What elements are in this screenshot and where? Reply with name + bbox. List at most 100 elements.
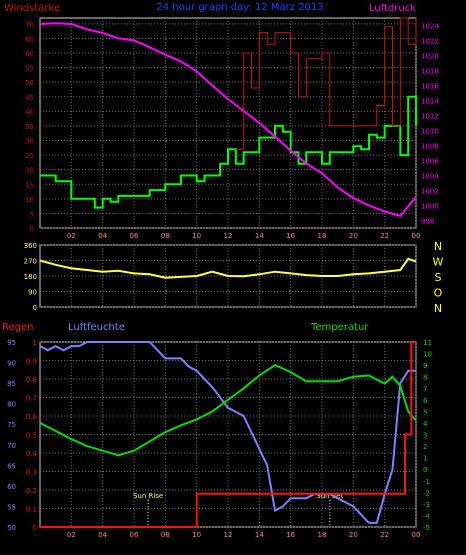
pressure-line bbox=[39, 22, 417, 218]
y-tick-humidity: 75 bbox=[7, 421, 16, 429]
y-tick-humidity: 85 bbox=[7, 380, 16, 388]
x-tick-label: 08 bbox=[161, 531, 170, 539]
y-tick-windstaerke: 40 bbox=[25, 108, 34, 116]
y-tick-temperature: -5 bbox=[423, 524, 430, 532]
x-tick-label: 02 bbox=[67, 232, 76, 240]
y-tick-luftdruck: 1018 bbox=[421, 68, 439, 76]
y-tick-rain: 0.1 bbox=[26, 506, 37, 514]
y-tick-rain: 0.7 bbox=[26, 395, 37, 403]
y-tick-temperature: 9 bbox=[423, 362, 427, 370]
y-tick-direction: 360 bbox=[24, 242, 37, 250]
y-tick-windstaerke: 65 bbox=[25, 35, 34, 43]
compass-letter: N bbox=[434, 240, 442, 253]
x-tick-label: 18 bbox=[318, 531, 327, 539]
wind-line bbox=[40, 95, 417, 209]
y-tick-luftdruck: 1008 bbox=[421, 143, 439, 151]
temperatur-label: Temperatur bbox=[310, 322, 369, 333]
y-tick-luftdruck: 998 bbox=[421, 218, 434, 226]
luftfeuchte-label: Luftfeuchte bbox=[68, 322, 125, 333]
y-tick-temperature: -1 bbox=[423, 478, 430, 486]
x-tick-label: 04 bbox=[98, 531, 107, 539]
x-tick-label: 14 bbox=[255, 531, 264, 539]
compass-letter: W bbox=[433, 256, 444, 269]
y-tick-temperature: 6 bbox=[423, 397, 428, 405]
y-tick-rain: 0.3 bbox=[26, 469, 37, 477]
y-tick-windstaerke: 15 bbox=[25, 181, 34, 189]
y-tick-luftdruck: 1000 bbox=[421, 203, 439, 211]
y-tick-rain: 0.8 bbox=[26, 376, 37, 384]
y-tick-temperature: 3 bbox=[423, 432, 427, 440]
x-tick-label: 14 bbox=[255, 232, 264, 240]
y-tick-temperature: 5 bbox=[423, 408, 427, 416]
x-tick-label: 20 bbox=[349, 531, 358, 539]
y-tick-humidity: 50 bbox=[7, 524, 16, 532]
compass-letter: N bbox=[434, 302, 442, 315]
y-tick-direction: 0 bbox=[33, 304, 37, 312]
y-tick-humidity: 90 bbox=[7, 360, 16, 368]
y-tick-direction: 180 bbox=[24, 273, 37, 281]
y-tick-windstaerke: 0 bbox=[30, 225, 34, 233]
x-tick-label: 22 bbox=[380, 531, 389, 539]
y-tick-temperature: 1 bbox=[423, 455, 427, 463]
x-tick-label: 02 bbox=[67, 531, 76, 539]
x-tick-label: 12 bbox=[224, 232, 233, 240]
y-tick-luftdruck: 1002 bbox=[421, 188, 439, 196]
wind-pressure-panel: 02 04 06 08 10 12 14 16 18 20 22 000510152025303540… bbox=[25, 17, 439, 240]
y-tick-luftdruck: 1012 bbox=[421, 113, 439, 121]
x-tick-label: 18 bbox=[318, 232, 327, 240]
direction-line bbox=[39, 257, 417, 279]
y-tick-windstaerke: 35 bbox=[25, 123, 34, 131]
x-tick-label: 04 bbox=[98, 232, 107, 240]
y-tick-luftdruck: 1024 bbox=[421, 23, 439, 31]
x-tick-label: 20 bbox=[349, 232, 358, 240]
compass-letter: S bbox=[435, 271, 442, 284]
y-tick-luftdruck: 1014 bbox=[421, 98, 439, 106]
y-tick-temperature: 10 bbox=[423, 351, 432, 359]
y-tick-temperature: -2 bbox=[423, 489, 430, 497]
y-tick-temperature: 0 bbox=[423, 466, 427, 474]
y-tick-windstaerke: 50 bbox=[25, 79, 34, 87]
y-tick-luftdruck: 1022 bbox=[421, 38, 439, 46]
rain-line bbox=[40, 341, 416, 528]
y-tick-rain: 1 bbox=[33, 339, 37, 347]
y-tick-temperature: 8 bbox=[423, 374, 427, 382]
y-tick-direction: 270 bbox=[24, 258, 37, 266]
temperature-line bbox=[39, 363, 417, 457]
windstaerke-header: Windstärke bbox=[4, 3, 60, 14]
x-tick-label: 08 bbox=[161, 232, 170, 240]
compass-letter: O bbox=[434, 287, 443, 300]
y-tick-windstaerke: 30 bbox=[25, 138, 34, 146]
y-tick-luftdruck: 1010 bbox=[421, 128, 439, 136]
y-tick-humidity: 70 bbox=[7, 442, 16, 450]
x-tick-label: 16 bbox=[286, 232, 295, 240]
x-tick-label: 22 bbox=[380, 232, 389, 240]
y-tick-rain: 0.9 bbox=[26, 358, 37, 366]
regen-label: Regen bbox=[2, 322, 34, 333]
x-tick-label: 00 bbox=[412, 232, 421, 240]
humidity-line bbox=[39, 341, 416, 524]
y-tick-luftdruck: 1006 bbox=[421, 158, 439, 166]
y-tick-luftdruck: 1020 bbox=[421, 53, 439, 61]
y-tick-temperature: -4 bbox=[423, 512, 431, 520]
rain-humidity-temperature-panel: 02 04 06 08 10 12 14 16 18 20 22 005055606570758085… bbox=[7, 339, 432, 539]
y-tick-humidity: 60 bbox=[7, 483, 16, 491]
y-tick-windstaerke: 10 bbox=[25, 196, 34, 204]
x-tick-label: 16 bbox=[286, 531, 295, 539]
x-tick-label: 12 bbox=[224, 531, 233, 539]
x-tick-label: 06 bbox=[130, 232, 139, 240]
wind_gust-line bbox=[235, 17, 417, 150]
y-tick-humidity: 80 bbox=[7, 401, 16, 409]
y-tick-temperature: 7 bbox=[423, 385, 427, 393]
graph-title: 24 hour graph day: 12 März 2013 bbox=[156, 2, 323, 13]
y-tick-rain: 0.2 bbox=[26, 487, 37, 495]
y-tick-direction: 90 bbox=[28, 289, 37, 297]
y-tick-rain: 0.5 bbox=[26, 432, 37, 440]
y-tick-rain: 0.6 bbox=[26, 413, 38, 421]
y-tick-windstaerke: 5 bbox=[30, 210, 34, 218]
y-tick-humidity: 65 bbox=[7, 462, 16, 470]
x-tick-label: 10 bbox=[192, 232, 201, 240]
luftdruck-header: Luftdruck bbox=[369, 3, 416, 14]
y-tick-windstaerke: 25 bbox=[25, 152, 34, 160]
